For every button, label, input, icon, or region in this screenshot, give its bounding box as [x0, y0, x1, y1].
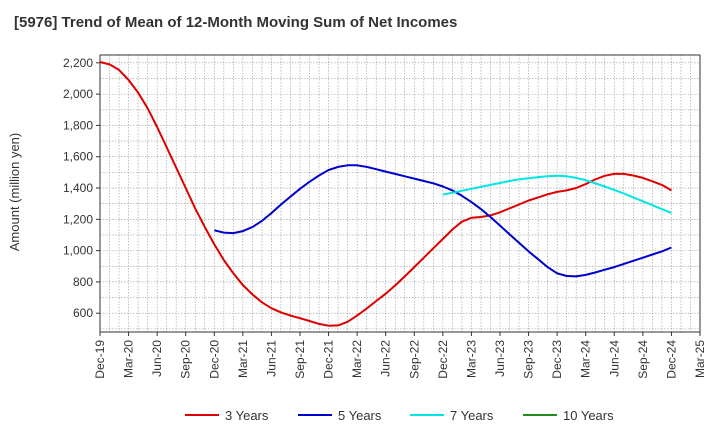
x-tick-label: Jun-20 — [150, 340, 164, 377]
x-tick-label: Dec-23 — [550, 340, 564, 379]
series-layer — [99, 61, 672, 327]
x-tick-label: Jun-22 — [379, 340, 393, 377]
legend-label-3-years: 3 Years — [225, 408, 269, 423]
y-tick-label: 1,600 — [63, 150, 93, 164]
x-tick-label: Dec-24 — [664, 340, 678, 379]
x-tick-label: Sep-22 — [407, 340, 421, 379]
axes-layer: 600 800 1,000 1,200 1,400 1,600 1,800 2,000 2,20… — [63, 54, 707, 379]
x-tick-label: Mar-21 — [236, 340, 250, 378]
y-tick-label: 1,200 — [63, 212, 93, 226]
series-line-7-years — [442, 174, 672, 215]
legend-label-5-years: 5 Years — [338, 408, 382, 423]
x-tick-label: Dec-21 — [322, 340, 336, 379]
x-tick-label: Sep-21 — [293, 340, 307, 379]
x-tick-label: Sep-20 — [179, 340, 193, 379]
chart-title: [5976] Trend of Mean of 12-Month Moving … — [14, 14, 458, 31]
x-tick-label: Dec-22 — [436, 340, 450, 379]
y-axis-label: Amount (million yen) — [7, 133, 22, 252]
x-tick-label: Mar-25 — [693, 340, 707, 378]
legend-label-10-years: 10 Years — [563, 408, 614, 423]
grid-layer — [99, 55, 701, 332]
y-tick-label: 2,000 — [63, 87, 93, 101]
x-tick-label: Mar-23 — [464, 340, 478, 378]
x-tick-label: Mar-22 — [350, 340, 364, 378]
x-tick-label: Jun-21 — [264, 340, 278, 377]
y-tick-label: 1,400 — [63, 181, 93, 195]
x-tick-label: Mar-20 — [122, 340, 136, 378]
y-tick-label: 1,000 — [63, 244, 93, 258]
series-line-3-years — [99, 61, 672, 327]
legend-label-7-years: 7 Years — [450, 408, 494, 423]
y-tick-label: 600 — [73, 306, 93, 320]
legend-layer: 3 Years 5 Years 7 Years 10 Years — [185, 408, 614, 423]
x-tick-label: Sep-24 — [636, 340, 650, 379]
y-tick-label: 800 — [73, 275, 93, 289]
x-tick-label: Sep-23 — [522, 340, 536, 379]
plot-frame — [99, 54, 701, 333]
x-tick-label: Mar-24 — [579, 340, 593, 378]
series-line-5-years — [214, 164, 672, 278]
x-tick-label: Dec-20 — [207, 340, 221, 379]
y-tick-label: 2,200 — [63, 56, 93, 70]
x-tick-label: Jun-23 — [493, 340, 507, 377]
x-tick-label: Dec-19 — [93, 340, 107, 379]
x-tick-label: Jun-24 — [607, 340, 621, 377]
y-tick-label: 1,800 — [63, 118, 93, 132]
